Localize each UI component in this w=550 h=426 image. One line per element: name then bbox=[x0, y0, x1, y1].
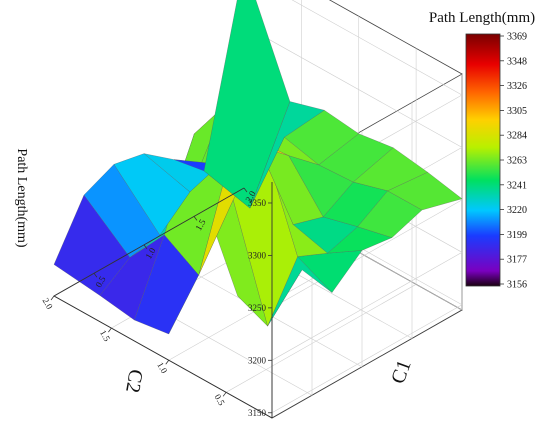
c2-tick-mark bbox=[50, 295, 55, 301]
surface-patch bbox=[203, 0, 291, 209]
surface-mesh bbox=[53, 0, 463, 335]
colorbar-tick-label: 3305 bbox=[507, 106, 527, 117]
c2-axis-title: C2 bbox=[121, 368, 147, 395]
colorbar-tick-label: 3348 bbox=[507, 56, 527, 67]
colorbar-tick-label: 3199 bbox=[507, 230, 527, 241]
colorbar-title: Path Length(mm) bbox=[429, 10, 535, 26]
z-tick-label: 3200 bbox=[248, 355, 267, 365]
wall-grid-z bbox=[271, 252, 463, 361]
c1-tick-mark bbox=[93, 273, 98, 278]
colorbar-tick-label: 3326 bbox=[507, 81, 527, 92]
colorbar bbox=[465, 33, 501, 287]
colorbar-tick-label: 3220 bbox=[507, 205, 527, 216]
colorbar-ticks: 3369 3348 3326 3305 3284 3263 3241 3220 3199 3177… bbox=[500, 32, 527, 291]
z-tick-label: 3300 bbox=[248, 250, 267, 260]
colorbar-tick-label: 3284 bbox=[507, 131, 527, 142]
z-axis-ticks: 3150 3200 3250 3300 3350 bbox=[248, 198, 272, 418]
c2-axis-line bbox=[53, 295, 273, 419]
c1-tick-mark bbox=[193, 216, 198, 221]
z-axis-title: Path Length(mm) bbox=[14, 148, 29, 247]
z-tick-label: 3250 bbox=[248, 303, 267, 313]
wall-grid-z bbox=[243, 25, 463, 148]
c2-tick-mark bbox=[108, 327, 112, 333]
colorbar-tick-label: 3177 bbox=[507, 255, 527, 266]
c1-axis-title: C1 bbox=[387, 357, 416, 386]
colorbar-tick-label: 3263 bbox=[507, 156, 527, 167]
z-tick-label: 3150 bbox=[248, 408, 267, 418]
c2-tick-mark bbox=[222, 392, 227, 397]
z-tick-label: 3350 bbox=[248, 198, 267, 208]
colorbar-tick-label: 3156 bbox=[507, 280, 527, 291]
c2-tick-label: 1.5 bbox=[98, 328, 113, 343]
axis-lines bbox=[53, 182, 273, 419]
c2-tick-label: 2.0 bbox=[40, 296, 55, 311]
colorbar-tick-label: 3241 bbox=[507, 180, 527, 191]
c2-tick-label: 0.5 bbox=[213, 392, 228, 407]
c1-tick-mark bbox=[143, 244, 148, 250]
wall-grid-z bbox=[271, 199, 463, 309]
colorbar-tick-label: 3369 bbox=[507, 32, 527, 43]
c2-tick-mark bbox=[165, 359, 170, 365]
wall-grid-z bbox=[271, 304, 463, 414]
wall-grid-z bbox=[291, 0, 463, 96]
c1-tick-mark bbox=[243, 187, 248, 193]
c2-tick-label: 1.0 bbox=[155, 360, 170, 375]
floor-grid-c2 bbox=[225, 284, 417, 393]
c1-axis-line bbox=[53, 187, 245, 297]
